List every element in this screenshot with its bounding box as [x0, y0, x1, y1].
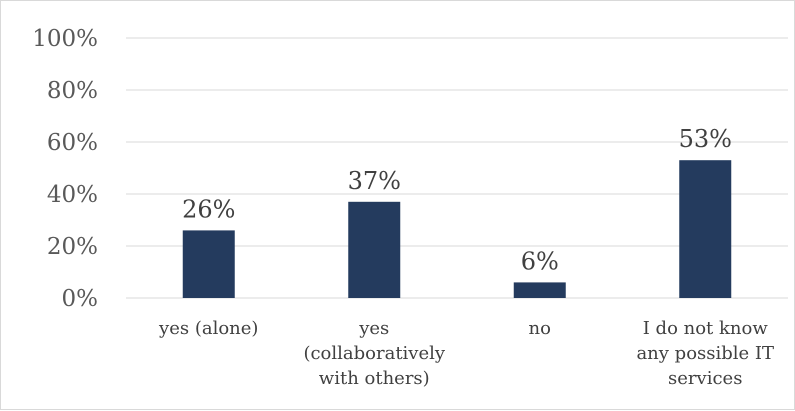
y-tick-label: 100%: [32, 26, 98, 52]
bars: [182, 160, 732, 298]
y-axis-tick-labels: 0% 20% 40% 60% 80% 100%: [32, 26, 98, 312]
y-tick-label: 80%: [47, 78, 98, 104]
x-category-label: services: [668, 368, 742, 389]
x-axis-category-labels: yes (alone) yes (collaboratively with other…: [158, 318, 774, 389]
x-category-label: no: [529, 318, 551, 339]
x-category-label: I do not know: [643, 318, 769, 339]
gridlines: [126, 37, 788, 299]
data-label: 26%: [182, 195, 235, 223]
data-label: 37%: [348, 167, 401, 195]
bar: [513, 282, 566, 298]
x-category-label: (collaboratively: [303, 343, 445, 364]
x-category-label: yes: [358, 318, 389, 339]
x-category-label: yes (alone): [158, 318, 258, 339]
data-label: 53%: [679, 125, 732, 153]
bar: [182, 230, 235, 298]
data-label: 6%: [521, 247, 559, 275]
y-tick-label: 20%: [47, 234, 98, 260]
bar: [679, 160, 732, 298]
y-tick-label: 40%: [47, 182, 98, 208]
y-tick-label: 60%: [47, 130, 98, 156]
x-category-label: any possible IT: [636, 343, 774, 364]
x-category-label: with others): [319, 368, 430, 389]
y-tick-label: 0%: [62, 286, 99, 312]
data-labels: 26% 37% 6% 53%: [182, 125, 732, 275]
bar: [348, 201, 401, 298]
